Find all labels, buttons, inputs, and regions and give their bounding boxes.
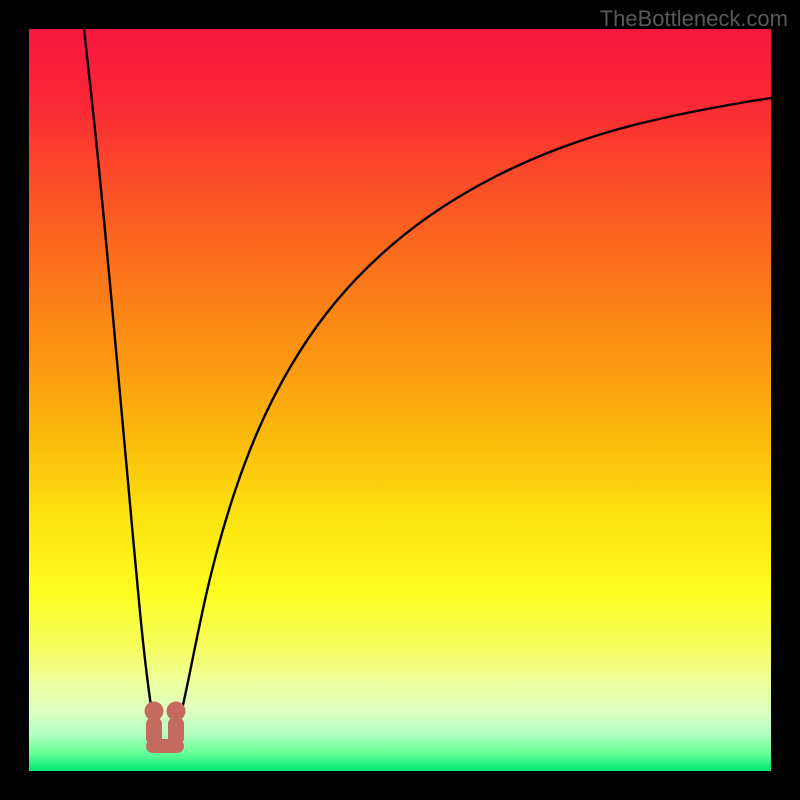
chart-stage: TheBottleneck.com	[0, 0, 800, 800]
heat-gradient-panel	[29, 29, 771, 771]
bottleneck-chart	[0, 0, 800, 800]
cusp-marker-cap-1	[167, 702, 186, 721]
cusp-marker-cap-0	[145, 702, 164, 721]
cusp-marker-base	[146, 739, 184, 753]
watermark-label: TheBottleneck.com	[600, 6, 788, 32]
